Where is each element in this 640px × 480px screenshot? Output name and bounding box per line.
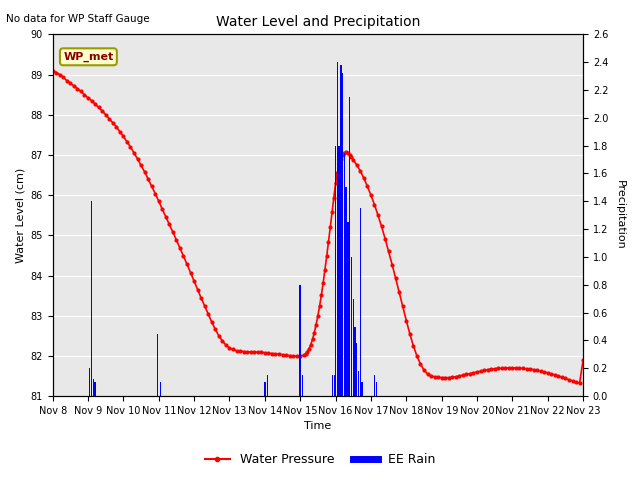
Bar [376, 382, 377, 396]
Bar [349, 97, 351, 396]
Bar [91, 201, 92, 396]
X-axis label: Time: Time [304, 421, 332, 432]
Bar [332, 375, 333, 396]
Y-axis label: Precipitation: Precipitation [615, 180, 625, 250]
Bar [94, 382, 96, 396]
Bar [335, 145, 336, 396]
Y-axis label: Water Level (cm): Water Level (cm) [15, 168, 25, 263]
Bar [264, 382, 266, 396]
Bar [267, 375, 268, 396]
Bar [374, 375, 375, 396]
Bar [89, 368, 90, 396]
Bar [334, 375, 335, 396]
Bar [348, 222, 349, 396]
Bar [358, 371, 359, 396]
Bar [342, 73, 343, 396]
Bar [337, 62, 338, 396]
Bar [362, 382, 363, 396]
Title: Water Level and Precipitation: Water Level and Precipitation [216, 15, 420, 29]
Bar [353, 299, 354, 396]
Bar [346, 187, 347, 396]
Text: No data for WP Staff Gauge: No data for WP Staff Gauge [6, 14, 150, 24]
Bar [339, 145, 340, 396]
Bar [93, 379, 94, 396]
Text: WP_met: WP_met [63, 52, 113, 62]
Bar [302, 375, 303, 396]
Bar [351, 257, 352, 396]
Bar [340, 65, 342, 396]
Bar [157, 334, 158, 396]
Bar [360, 208, 361, 396]
Legend: Water Pressure, EE Rain: Water Pressure, EE Rain [200, 448, 440, 471]
Bar [300, 285, 301, 396]
Bar [355, 326, 356, 396]
Bar [160, 382, 161, 396]
Bar [356, 343, 358, 396]
Bar [344, 153, 345, 396]
